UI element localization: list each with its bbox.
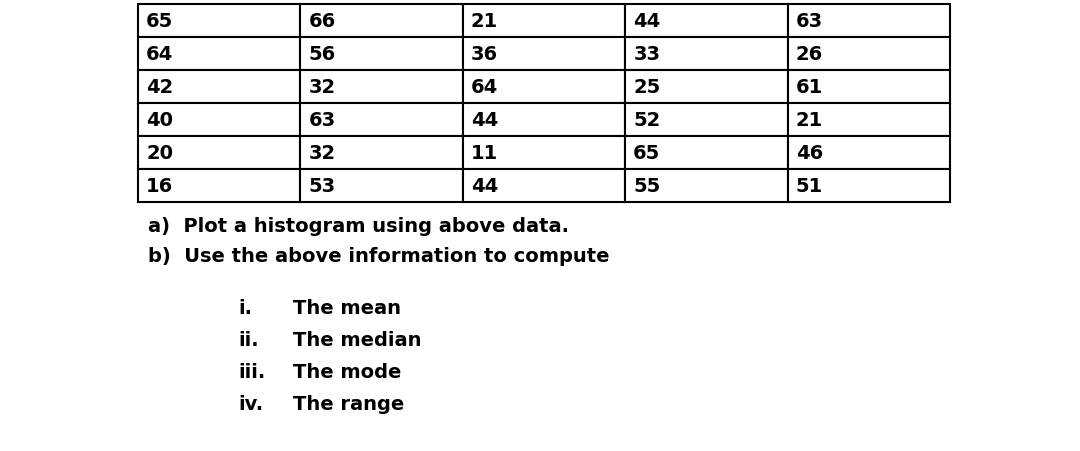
Text: 55: 55	[633, 177, 661, 196]
Text: 65: 65	[633, 144, 661, 163]
Bar	[138, 104, 300, 137]
Bar	[138, 170, 300, 202]
Text: 11: 11	[471, 144, 498, 163]
Text: 46: 46	[796, 144, 823, 163]
Text: 53: 53	[309, 177, 336, 196]
Bar	[300, 170, 463, 202]
Bar	[463, 38, 625, 71]
Text: b)  Use the above information to compute: b) Use the above information to compute	[148, 246, 609, 265]
Text: 63: 63	[796, 12, 823, 31]
Text: 61: 61	[796, 78, 823, 97]
Bar	[300, 38, 463, 71]
Text: 36: 36	[471, 45, 498, 64]
Bar	[787, 170, 950, 202]
Bar	[787, 137, 950, 170]
Text: 42: 42	[146, 78, 173, 97]
Text: iii.: iii.	[238, 362, 266, 381]
Text: 21: 21	[471, 12, 498, 31]
Text: ii.: ii.	[238, 330, 258, 349]
Bar	[625, 170, 787, 202]
Bar	[625, 137, 787, 170]
Bar	[625, 104, 787, 137]
Text: The range: The range	[293, 394, 404, 413]
Text: i.: i.	[238, 299, 252, 318]
Text: 32: 32	[309, 144, 336, 163]
Bar	[138, 5, 300, 38]
Bar	[300, 71, 463, 104]
Bar	[138, 38, 300, 71]
Text: 26: 26	[796, 45, 823, 64]
Text: iv.: iv.	[238, 394, 264, 413]
Bar	[463, 170, 625, 202]
Bar	[625, 38, 787, 71]
Text: 16: 16	[146, 177, 173, 196]
Text: 52: 52	[633, 111, 661, 130]
Text: 66: 66	[309, 12, 336, 31]
Bar	[787, 38, 950, 71]
Text: 64: 64	[471, 78, 498, 97]
Text: 63: 63	[309, 111, 336, 130]
Bar	[787, 104, 950, 137]
Text: 65: 65	[146, 12, 173, 31]
Bar	[787, 5, 950, 38]
Bar	[463, 104, 625, 137]
Text: 56: 56	[309, 45, 336, 64]
Text: 32: 32	[309, 78, 336, 97]
Text: The mode: The mode	[293, 362, 402, 381]
Text: The median: The median	[293, 330, 421, 349]
Text: 51: 51	[796, 177, 823, 196]
Bar	[463, 137, 625, 170]
Text: 21: 21	[796, 111, 823, 130]
Bar	[138, 137, 300, 170]
Text: The mean: The mean	[293, 299, 401, 318]
Text: 44: 44	[633, 12, 661, 31]
Bar	[625, 71, 787, 104]
Text: 40: 40	[146, 111, 173, 130]
Text: 25: 25	[633, 78, 661, 97]
Bar	[300, 5, 463, 38]
Bar	[300, 137, 463, 170]
Text: 33: 33	[633, 45, 660, 64]
Text: 64: 64	[146, 45, 173, 64]
Bar	[138, 71, 300, 104]
Text: 20: 20	[146, 144, 173, 163]
Bar	[463, 5, 625, 38]
Bar	[463, 71, 625, 104]
Text: a)  Plot a histogram using above data.: a) Plot a histogram using above data.	[148, 216, 569, 235]
Bar	[300, 104, 463, 137]
Bar	[625, 5, 787, 38]
Text: 44: 44	[471, 111, 498, 130]
Text: 44: 44	[471, 177, 498, 196]
Bar	[787, 71, 950, 104]
